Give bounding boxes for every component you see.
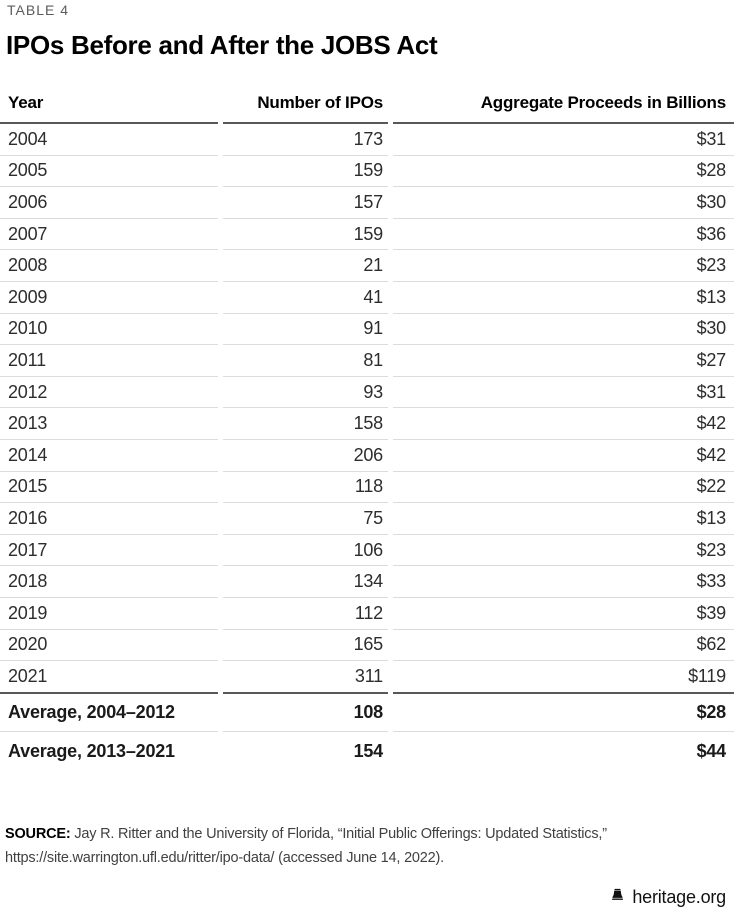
liberty-bell-icon [609,887,626,909]
column-header-number-of-ipos: Number of IPOs [223,79,388,124]
source-note: SOURCE: Jay R. Ritter and the University… [5,822,726,870]
proceeds-cell: $42 [393,408,734,440]
table-row: 2018 134 $33 [0,566,734,598]
year-cell: 2020 [0,630,218,662]
ipo-data-table: Year Number of IPOs Aggregate Proceeds i… [0,79,734,771]
year-cell: 2018 [0,566,218,598]
average-label-cell: Average, 2013–2021 [8,740,175,761]
year-cell: 2021 [0,661,218,694]
proceeds-cell: $33 [393,566,734,598]
ipos-count-cell: 41 [223,282,388,314]
table-row: 2010 91 $30 [0,314,734,346]
year-cell: 2005 [0,156,218,188]
year-cell: 2008 [0,250,218,282]
heritage-logo[interactable]: heritage.org [609,886,726,909]
table-row: 2020 165 $62 [0,630,734,662]
year-cell: 2010 [0,314,218,346]
average-ipos-cell: 154 [353,740,384,761]
proceeds-cell: $30 [393,314,734,346]
year-cell: 2011 [0,345,218,377]
year-cell: 2015 [0,472,218,504]
ipos-count-cell: 173 [223,124,388,156]
table-number-label: TABLE 4 [7,2,69,18]
ipos-count-cell: 206 [223,440,388,472]
ipos-count-cell: 158 [223,408,388,440]
ipos-count-cell: 75 [223,503,388,535]
ipos-count-cell: 159 [223,156,388,188]
table-row: 2009 41 $13 [0,282,734,314]
proceeds-cell: $39 [393,598,734,630]
table-row: 2007 159 $36 [0,219,734,251]
table-row: 2019 112 $39 [0,598,734,630]
table-row: 2011 81 $27 [0,345,734,377]
average-row: Average, 2013–2021 154 $44 [0,732,734,771]
proceeds-cell: $31 [393,124,734,156]
ipos-count-cell: 93 [223,377,388,409]
table-summary-body: Average, 2004–2012 108 $28 Average, 2013… [0,694,734,771]
table-row: 2016 75 $13 [0,503,734,535]
source-label: SOURCE: [5,825,71,842]
source-text-line2: https://site.warrington.ufl.edu/ritter/i… [5,849,444,866]
page-title: IPOs Before and After the JOBS Act [6,30,438,60]
table-row: 2006 157 $30 [0,187,734,219]
ipos-count-cell: 165 [223,630,388,662]
column-header-year: Year [0,79,218,124]
ipos-count-cell: 81 [223,345,388,377]
average-proceeds-cell: $44 [696,740,727,761]
table-row: 2017 106 $23 [0,535,734,567]
average-label-cell: Average, 2004–2012 [0,694,218,732]
ipos-count-cell: 21 [223,250,388,282]
year-cell: 2009 [0,282,218,314]
ipos-count-cell: 91 [223,314,388,346]
table-row: 2005 159 $28 [0,156,734,188]
average-row: Average, 2004–2012 108 $28 [0,694,734,732]
proceeds-cell: $119 [393,661,734,694]
proceeds-cell: $23 [393,250,734,282]
average-proceeds-cell: $28 [393,694,734,732]
table-row: 2012 93 $31 [0,377,734,409]
ipos-count-cell: 311 [223,661,388,694]
table-row: 2015 118 $22 [0,472,734,504]
proceeds-cell: $28 [393,156,734,188]
year-cell: 2012 [0,377,218,409]
ipos-count-cell: 118 [223,472,388,504]
proceeds-cell: $42 [393,440,734,472]
ipos-count-cell: 106 [223,535,388,567]
year-cell: 2016 [0,503,218,535]
year-cell: 2019 [0,598,218,630]
column-header-aggregate-proceeds: Aggregate Proceeds in Billions [393,79,734,124]
ipos-count-cell: 159 [223,219,388,251]
table-row: 2014 206 $42 [0,440,734,472]
proceeds-cell: $13 [393,282,734,314]
proceeds-cell: $13 [393,503,734,535]
table-row: 2008 21 $23 [0,250,734,282]
ipos-count-cell: 134 [223,566,388,598]
year-cell: 2004 [0,124,218,156]
table-row: 2013 158 $42 [0,408,734,440]
proceeds-cell: $27 [393,345,734,377]
table-body: 2004 173 $31 2005 159 $28 2006 157 $30 2… [0,124,734,694]
proceeds-cell: $36 [393,219,734,251]
year-cell: 2014 [0,440,218,472]
year-cell: 2006 [0,187,218,219]
ipos-count-cell: 157 [223,187,388,219]
proceeds-cell: $62 [393,630,734,662]
table-row: 2004 173 $31 [0,124,734,156]
table-header: Year Number of IPOs Aggregate Proceeds i… [0,79,734,124]
table-row: 2021 311 $119 [0,661,734,694]
ipos-count-cell: 112 [223,598,388,630]
proceeds-cell: $31 [393,377,734,409]
proceeds-cell: $22 [393,472,734,504]
proceeds-cell: $30 [393,187,734,219]
year-cell: 2007 [0,219,218,251]
source-text-line1: Jay R. Ritter and the University of Flor… [74,825,607,842]
year-cell: 2017 [0,535,218,567]
proceeds-cell: $23 [393,535,734,567]
heritage-site-text: heritage.org [632,887,726,907]
year-cell: 2013 [0,408,218,440]
average-ipos-cell: 108 [223,694,388,732]
